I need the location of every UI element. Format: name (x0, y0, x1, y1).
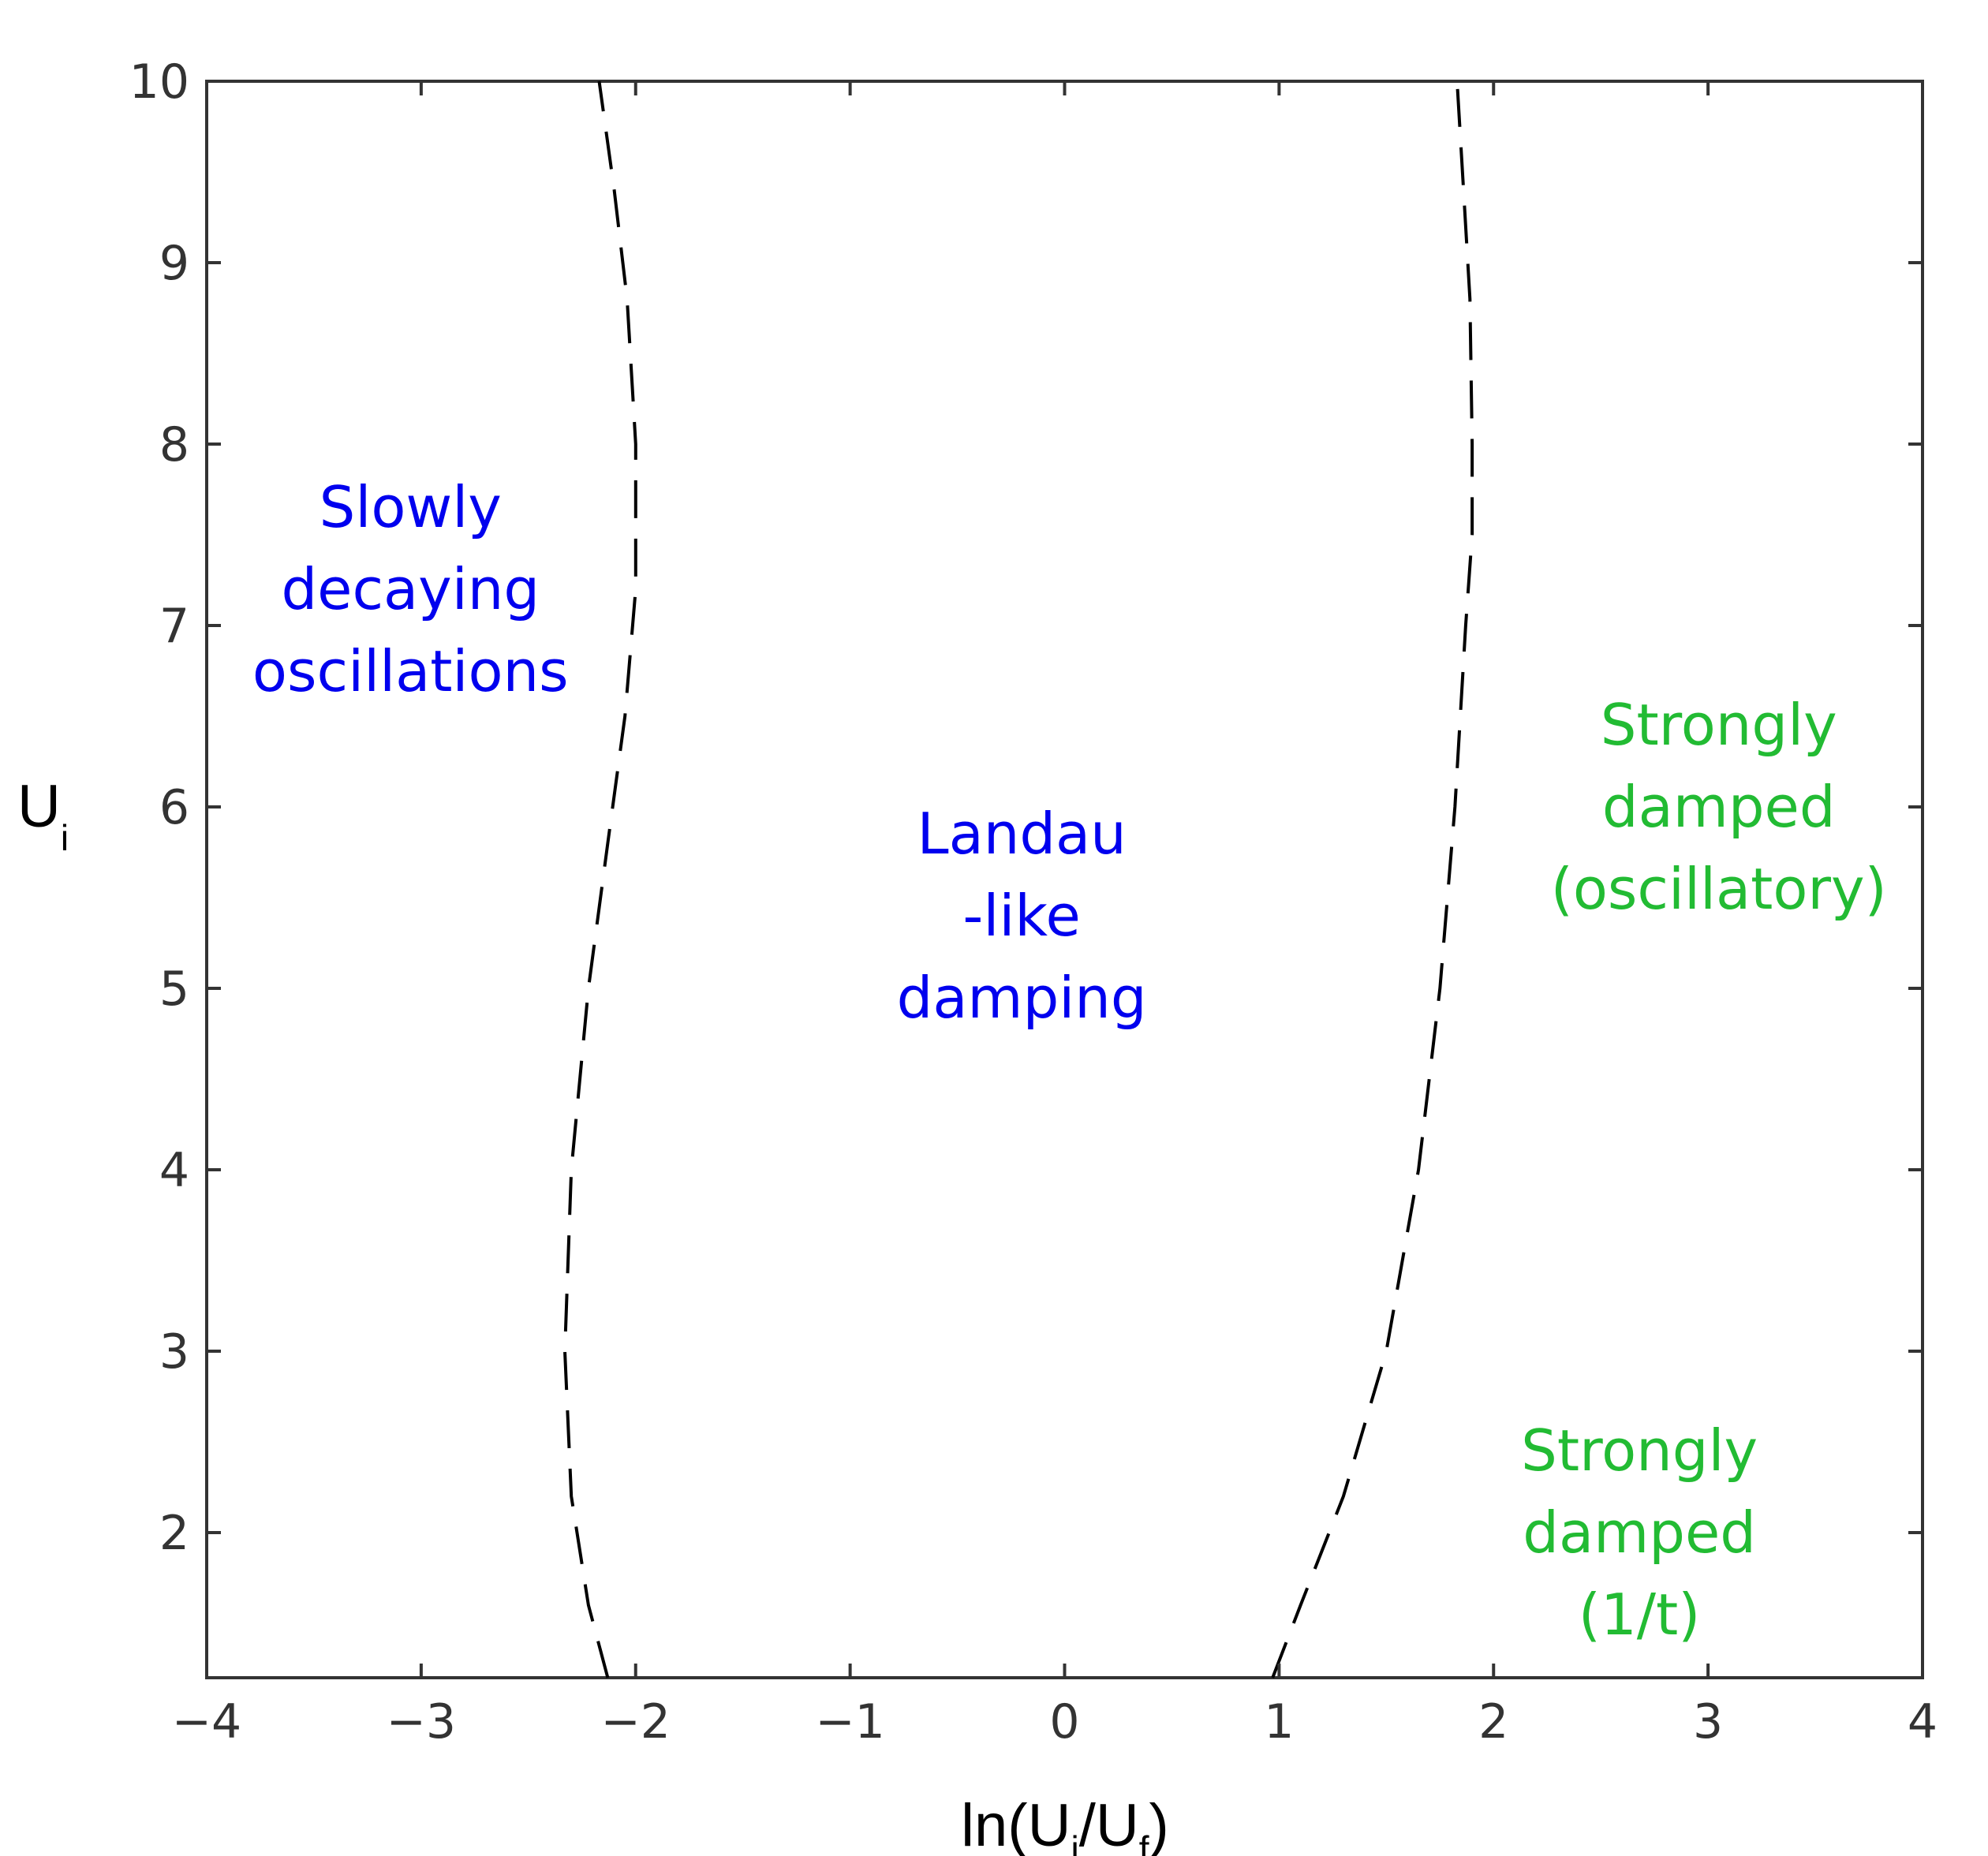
region-label-line: (oscillatory) (1551, 856, 1887, 922)
y-ticks: 2 3 4 5 6 7 8 9 10 (129, 54, 1923, 1561)
x-tick-label: 1 (1264, 1694, 1294, 1750)
y-tick-label: 7 (159, 599, 189, 654)
boundary-line-1 (562, 80, 637, 1679)
x-axis-label: ln(Ui/Uf) (961, 1792, 1169, 1856)
region-label-line: Landau (917, 801, 1126, 867)
region-label-line: decaying (281, 556, 540, 622)
x-ticks: −4 −3 −2 −1 0 1 2 3 4 (172, 81, 1938, 1750)
y-axis-label-main: U (17, 773, 61, 840)
region-label-line: damping (897, 965, 1147, 1031)
x-axis-label-main: ln(U (961, 1792, 1071, 1856)
region-label-1: Slowly decaying oscillations (252, 474, 569, 704)
region-label-line: (1/t) (1579, 1582, 1700, 1648)
x-axis-label-sub2: f (1139, 1828, 1149, 1856)
region-label-line: damped (1523, 1499, 1756, 1566)
boundary-line-2 (1271, 80, 1474, 1679)
y-axis-label: Ui (17, 773, 69, 858)
region-label-line: damped (1602, 774, 1836, 840)
x-tick-label: −3 (387, 1694, 456, 1750)
y-tick-label: 3 (159, 1324, 189, 1380)
y-tick-label: 8 (159, 417, 189, 472)
y-tick-label: 6 (159, 780, 189, 835)
y-tick-label: 9 (159, 236, 189, 291)
region-label-4: Strongly damped (1/t) (1521, 1417, 1758, 1648)
region-label-line: Strongly (1601, 692, 1837, 758)
x-tick-label: 4 (1908, 1694, 1938, 1750)
series-layer (562, 80, 1474, 1679)
y-tick-label: 5 (159, 962, 189, 1017)
x-tick-label: 3 (1693, 1694, 1723, 1750)
region-label-line: Slowly (320, 474, 502, 540)
region-label-line: oscillations (252, 638, 569, 704)
plot-area (205, 80, 1924, 1679)
region-label-2: Landau -like damping (897, 801, 1147, 1031)
y-tick-label: 2 (159, 1506, 189, 1561)
annotations: Slowly decaying oscillations Landau -like dam… (252, 474, 1887, 1648)
x-tick-label: −1 (815, 1694, 884, 1750)
x-tick-label: −2 (601, 1694, 671, 1750)
x-axis-label-end: ) (1149, 1792, 1169, 1856)
x-tick-label: 2 (1478, 1694, 1508, 1750)
y-tick-label: 10 (129, 54, 189, 110)
x-axis-label-mid: /U (1079, 1792, 1139, 1856)
region-label-line: Strongly (1521, 1417, 1758, 1484)
region-label-line: -like (962, 883, 1080, 949)
y-axis-label-sub: i (61, 817, 69, 858)
region-label-3: Strongly damped (oscillatory) (1551, 692, 1887, 922)
x-tick-label: −4 (172, 1694, 241, 1750)
x-tick-label: 0 (1049, 1694, 1079, 1750)
y-tick-label: 4 (159, 1143, 189, 1198)
x-axis-label-sub1: i (1071, 1828, 1079, 1856)
